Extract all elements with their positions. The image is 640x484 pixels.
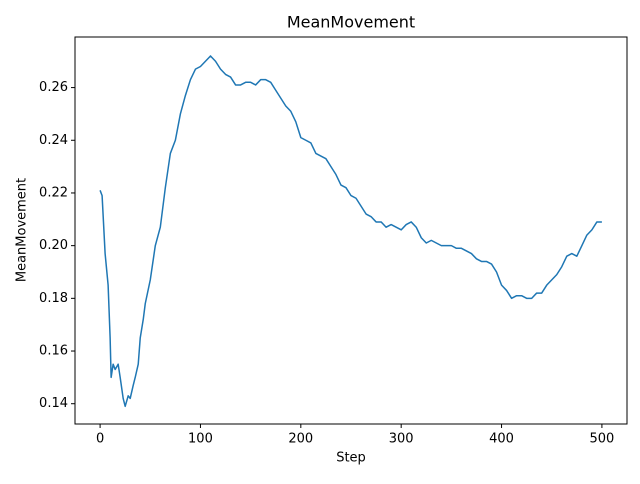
chart-title: MeanMovement <box>287 13 415 32</box>
y-tick-label: 0.16 <box>39 344 68 359</box>
y-tick-label: 0.20 <box>39 238 68 253</box>
data-line <box>99 55 602 408</box>
plot-frame <box>74 36 628 425</box>
x-tick-label: 200 <box>288 432 313 447</box>
y-tick-label: 0.24 <box>39 133 68 148</box>
y-tick-label: 0.26 <box>39 80 68 95</box>
x-tick-label: 400 <box>489 432 514 447</box>
y-tick-label: 0.22 <box>39 185 68 200</box>
y-tick-label: 0.14 <box>39 396 68 411</box>
x-tick-label: 300 <box>389 432 414 447</box>
y-tick-label: 0.18 <box>39 291 68 306</box>
x-tick-label: 100 <box>188 432 213 447</box>
y-axis-label: MeanMovement <box>15 178 30 282</box>
x-tick-label: 500 <box>589 432 614 447</box>
x-tick-label: 0 <box>96 432 104 447</box>
x-axis-label: Step <box>336 451 366 466</box>
